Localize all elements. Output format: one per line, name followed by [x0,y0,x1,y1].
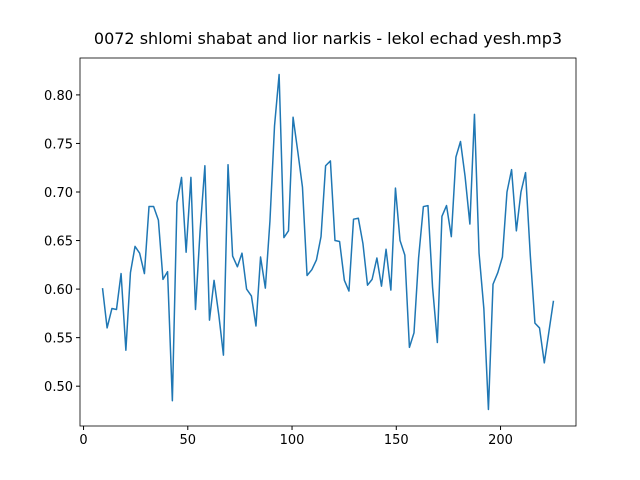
x-tick-label: 200 [488,433,513,448]
x-tick-label: 150 [384,433,409,448]
x-tick-label: 0 [79,433,87,448]
y-tick-label: 0.50 [44,380,73,395]
y-tick-label: 0.70 [44,186,73,201]
line-series [101,73,555,411]
x-tick-label: 100 [280,433,305,448]
x-tick-label: 50 [180,433,197,448]
y-tick-label: 0.60 [44,283,73,298]
y-tick-label: 0.80 [44,89,73,104]
y-tick-label: 0.75 [44,137,73,152]
chart-title: 0072 shlomi shabat and lior narkis - lek… [94,29,562,48]
y-tick-label: 0.65 [44,235,73,250]
y-tick-label: 0.55 [44,332,73,347]
axes-frame [79,57,577,427]
